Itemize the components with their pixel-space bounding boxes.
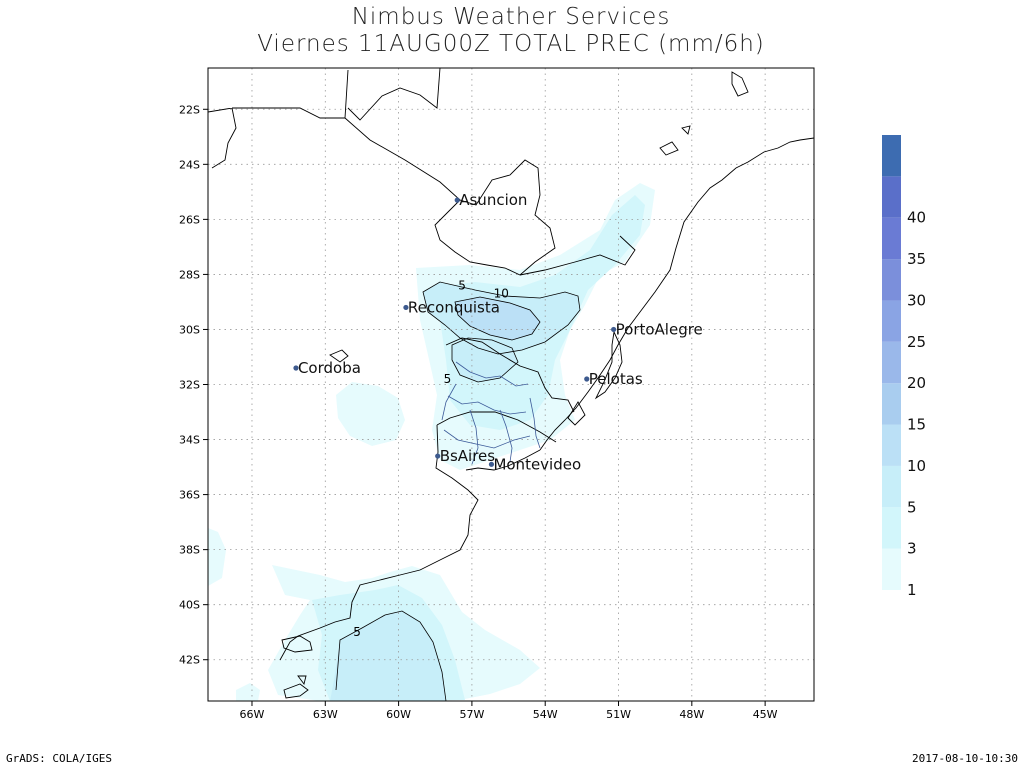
- city-label: Pelotas: [589, 370, 643, 388]
- lon-label: 45W: [753, 708, 778, 721]
- city-marker: [488, 461, 495, 467]
- city-label: Cordoba: [298, 359, 361, 377]
- footer-credit: GrADS: COLA/IGES: [6, 752, 112, 765]
- legend-swatch: [882, 341, 901, 384]
- paraguay-outline: [344, 117, 556, 276]
- precip-contours: [335, 281, 581, 701]
- lon-label: 54W: [533, 708, 558, 721]
- legend-swatch: [882, 507, 901, 549]
- uruguay-coast: [465, 449, 541, 471]
- legend-label: 15: [907, 416, 926, 434]
- lat-label: 24S: [179, 158, 200, 171]
- map-subtitle: Viernes 11AUG00Z TOTAL PREC (mm/6h): [257, 31, 765, 57]
- lat-label: 26S: [179, 213, 200, 226]
- precip-1mm-cordoba: [336, 382, 405, 446]
- footer-timestamp: 2017-08-10-10:30: [912, 752, 1018, 765]
- lagoa-mirim: [567, 401, 586, 426]
- legend-swatch: [882, 465, 901, 508]
- legend-swatch: [882, 424, 901, 466]
- city-marker: [293, 365, 299, 371]
- legend-label: 1: [907, 581, 917, 599]
- legend-swatch: [882, 548, 901, 590]
- precip-5mm-south: [330, 611, 446, 701]
- lat-label: 38S: [179, 544, 200, 557]
- lon-label: 66W: [240, 708, 265, 721]
- contour-labels: 5 10 5 5: [353, 278, 509, 639]
- lat-lon-grid: [208, 68, 814, 701]
- lon-label: 60W: [386, 708, 411, 721]
- legend-swatch: [882, 217, 901, 260]
- city-label: Reconquista: [408, 298, 500, 316]
- lon-label: 63W: [313, 708, 338, 721]
- argentina-brazil-border: [519, 235, 636, 276]
- contour-5mm-mid: [451, 337, 519, 383]
- precip-shading: [208, 183, 655, 701]
- precip-1mm-west: [208, 528, 226, 586]
- legend-swatch: [882, 383, 901, 425]
- lon-label: 57W: [459, 708, 484, 721]
- city-label: Montevideo: [493, 455, 581, 473]
- north-islands: [659, 71, 749, 156]
- lagoa-dos-patos: [594, 330, 623, 400]
- contour-label: 5: [458, 278, 466, 292]
- city-label: BsAires: [440, 447, 496, 465]
- precip-10mm-north: [455, 297, 540, 340]
- city-marker: [435, 453, 441, 459]
- lat-label: 28S: [179, 268, 200, 281]
- legend-label: 25: [907, 333, 926, 351]
- city-marker: [584, 376, 590, 382]
- argentina-interior: [436, 411, 557, 443]
- lat-label: 40S: [179, 599, 200, 612]
- map-title: Nimbus Weather Services: [351, 4, 671, 30]
- axes: 22S 24S 26S 28S 30S 32S 34S 36S 38S 40S 42S 66W 63W 6…: [179, 103, 778, 721]
- lat-label: 32S: [179, 379, 200, 392]
- rivers: [441, 361, 541, 465]
- city-marker: [611, 326, 617, 333]
- lat-label: 36S: [179, 489, 200, 502]
- legend-label: 5: [907, 498, 917, 516]
- city-label: PortoAlegre: [616, 320, 703, 338]
- lat-label: 22S: [179, 103, 200, 116]
- precip-1mm-west2: [236, 683, 260, 701]
- uruguay-border: [445, 337, 575, 413]
- lon-label: 51W: [606, 708, 631, 721]
- city-marker: [454, 197, 460, 203]
- lon-label: 48W: [679, 708, 704, 721]
- contour-label: 5: [353, 625, 361, 639]
- contour-10mm-north: [454, 296, 541, 341]
- contour-5mm-north: [422, 281, 581, 355]
- legend-label: 35: [907, 250, 926, 268]
- lat-label: 30S: [179, 323, 200, 336]
- legend-label: 3: [907, 540, 917, 558]
- legend-swatch: [882, 259, 901, 301]
- south-islands: [281, 635, 313, 699]
- legend-swatch: [882, 135, 901, 177]
- bolivia-paraguay-border: [208, 68, 441, 169]
- contour-label: 5: [444, 372, 452, 386]
- coastlines: [208, 68, 814, 699]
- legend-label: 10: [907, 457, 926, 475]
- lat-label: 42S: [179, 654, 200, 667]
- lat-label: 34S: [179, 434, 200, 447]
- contour-5mm-south: [335, 610, 447, 701]
- legend-label: 30: [907, 291, 926, 309]
- city-label: Asuncion: [459, 191, 527, 209]
- legend-label: 20: [907, 374, 926, 392]
- brazil-coast: [539, 137, 814, 451]
- contour-label: 10: [494, 287, 509, 301]
- map-area: Asuncion Reconquista PortoAlegre Cordoba Pel…: [208, 68, 814, 701]
- legend-label: 40: [907, 209, 926, 227]
- cities: Asuncion Reconquista PortoAlegre Cordoba Pel…: [293, 191, 703, 473]
- city-marker: [403, 304, 409, 311]
- cordoba-lake: [329, 349, 349, 363]
- rio-de-la-plata: [279, 424, 479, 661]
- legend-swatch: [882, 300, 901, 342]
- legend-swatch: [882, 176, 901, 218]
